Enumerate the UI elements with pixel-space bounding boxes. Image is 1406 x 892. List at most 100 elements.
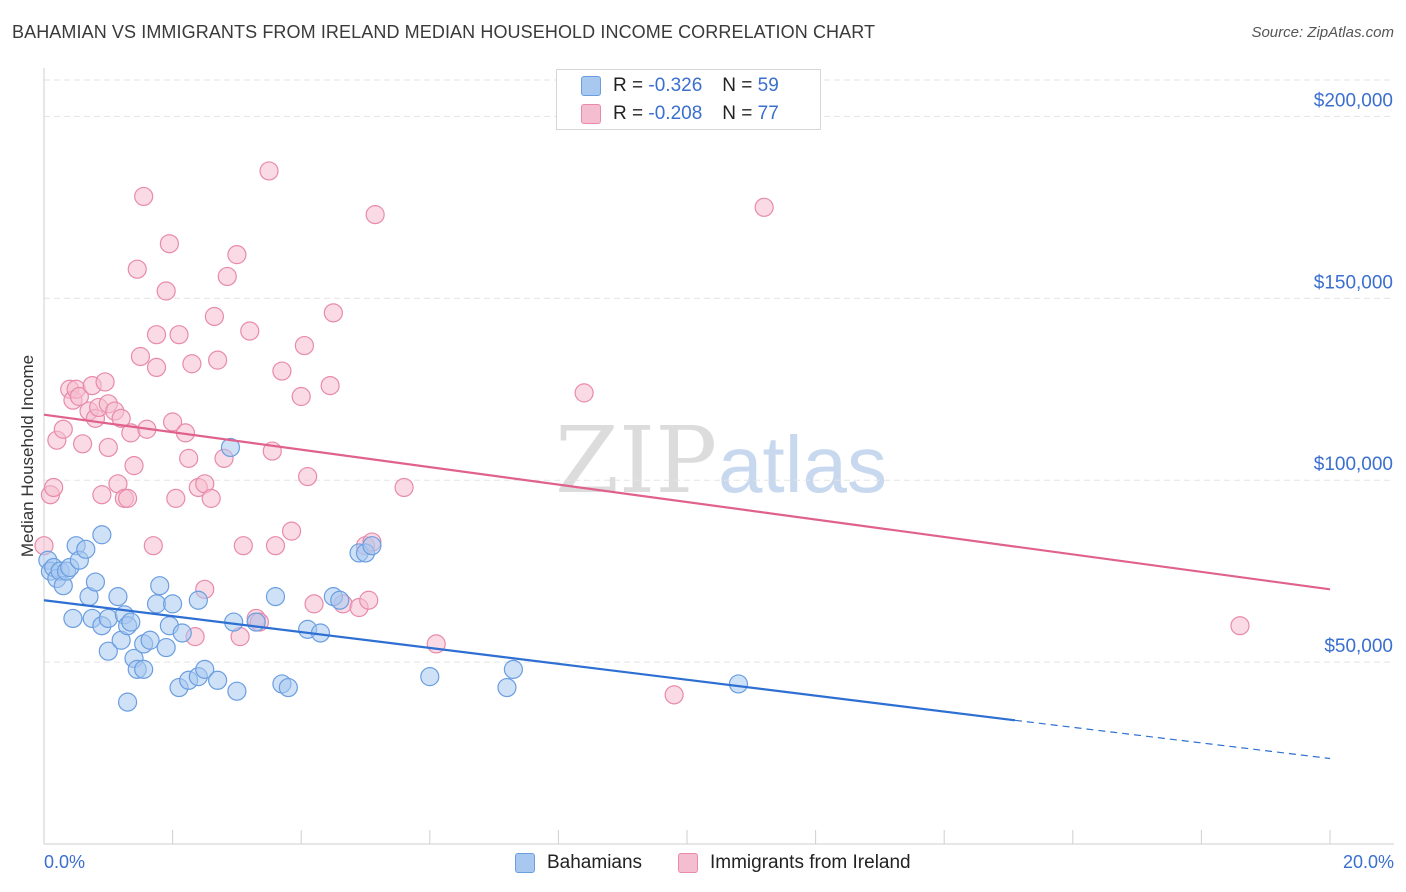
series-legend: Bahamians Immigrants from Ireland: [0, 852, 1406, 876]
bahamians-point: [140, 630, 160, 650]
ireland-point: [111, 408, 131, 428]
bahamians-point: [98, 608, 118, 629]
bahamians-point: [156, 637, 176, 658]
grid-lines: [44, 79, 1394, 663]
ireland-point: [179, 448, 199, 468]
legend-swatch-blue: [515, 853, 535, 873]
legend-label-ireland: Immigrants from Ireland: [710, 852, 911, 873]
ireland-point: [240, 321, 260, 341]
ireland-point: [159, 234, 179, 254]
chart-title: BAHAMIAN VS IMMIGRANTS FROM IRELAND MEDI…: [12, 22, 876, 42]
n-label: N =: [722, 103, 753, 124]
n-value: 59: [757, 75, 779, 96]
ireland-point: [217, 266, 237, 287]
ireland-point: [143, 536, 163, 556]
bahamians-trend-extension: [1014, 719, 1331, 760]
legend-item-ireland[interactable]: Immigrants from Ireland: [678, 852, 911, 874]
bahamians-point: [278, 677, 298, 698]
ireland-point: [233, 536, 253, 556]
bahamians-point: [195, 659, 215, 679]
y-tick-label: $50,000: [1324, 636, 1393, 657]
y-tick-label: $200,000: [1314, 90, 1393, 111]
ireland-point: [294, 335, 315, 356]
ireland-point: [134, 186, 154, 207]
bahamians-point: [163, 594, 183, 614]
ireland-point: [394, 477, 414, 498]
ireland-point: [169, 325, 189, 345]
source-credit: Source: ZipAtlas.com: [1251, 24, 1394, 41]
bahamians-point: [63, 608, 83, 629]
trend-lines: [43, 413, 1331, 760]
ireland-point: [291, 386, 311, 407]
bahamians-point: [121, 612, 141, 632]
ireland-point: [92, 485, 112, 505]
ireland-point: [127, 259, 147, 279]
ireland-point: [156, 281, 176, 301]
legend-row-ireland: R = -0.208 N = 77: [581, 101, 779, 127]
ireland-point: [664, 685, 684, 705]
y-tick-label: $150,000: [1314, 272, 1393, 293]
bahamians-point: [497, 677, 517, 698]
bahamians-point: [208, 670, 228, 690]
ireland-point: [44, 477, 64, 498]
series-bahamians-points: [38, 437, 749, 712]
bahamians-point: [98, 641, 118, 661]
bahamians-point: [108, 587, 128, 607]
bahamians-point: [220, 437, 241, 458]
bahamians-point: [420, 667, 440, 687]
n-label: N =: [722, 75, 753, 96]
bahamians-point: [134, 659, 154, 679]
ireland-point: [72, 434, 93, 454]
ireland-point: [124, 456, 144, 476]
n-value: 77: [757, 103, 779, 124]
ireland-point: [208, 350, 228, 370]
r-value: -0.326: [648, 75, 703, 96]
ireland-point: [69, 386, 89, 407]
ireland-point: [359, 590, 379, 610]
ireland-point: [265, 536, 286, 556]
ireland-point: [53, 419, 73, 439]
ireland-point: [272, 361, 292, 381]
ireland-point: [365, 205, 385, 225]
bahamians-point: [76, 539, 96, 559]
ireland-trend-line: [43, 413, 1331, 591]
legend-item-bahamians[interactable]: Bahamians: [515, 852, 642, 874]
bahamians-point: [146, 594, 167, 614]
ireland-point: [163, 412, 183, 432]
watermark-atlas: atlas: [718, 420, 887, 509]
ireland-point: [227, 245, 247, 265]
bahamians-point: [117, 692, 138, 712]
bahamians-point: [503, 659, 523, 679]
bahamians-point: [85, 572, 106, 592]
ireland-point: [201, 488, 221, 508]
r-label: R =: [613, 103, 644, 124]
ireland-point: [320, 376, 340, 396]
bahamians-point: [330, 590, 350, 610]
bahamians-point: [246, 612, 266, 632]
ireland-point: [117, 488, 138, 508]
x-tick-max: 20.0%: [1342, 852, 1394, 872]
correlation-legend: R = -0.326 N = 59 R = -0.208 N = 77: [556, 69, 821, 130]
x-tick-min: 0.0%: [44, 852, 86, 872]
ireland-point: [166, 488, 186, 508]
watermark: ZIP atlas: [555, 407, 887, 514]
ireland-point: [754, 197, 774, 217]
legend-label-bahamians: Bahamians: [547, 852, 643, 873]
legend-row-bahamians: R = -0.326 N = 59: [581, 73, 779, 99]
bahamians-point: [188, 590, 208, 610]
bahamians-trend-line: [43, 599, 1016, 722]
ireland-point: [281, 521, 302, 541]
legend-swatch-pink: [581, 104, 601, 124]
ireland-point: [1230, 616, 1250, 636]
y-tick-label: $100,000: [1314, 454, 1393, 475]
r-value: -0.208: [648, 103, 703, 124]
ireland-point: [182, 354, 202, 374]
bahamians-point: [265, 587, 286, 607]
bahamians-point: [728, 674, 749, 694]
legend-swatch-blue: [581, 76, 601, 96]
ireland-point: [204, 306, 224, 327]
ireland-point: [298, 466, 318, 487]
ireland-point: [146, 357, 167, 378]
r-label: R =: [613, 75, 644, 96]
